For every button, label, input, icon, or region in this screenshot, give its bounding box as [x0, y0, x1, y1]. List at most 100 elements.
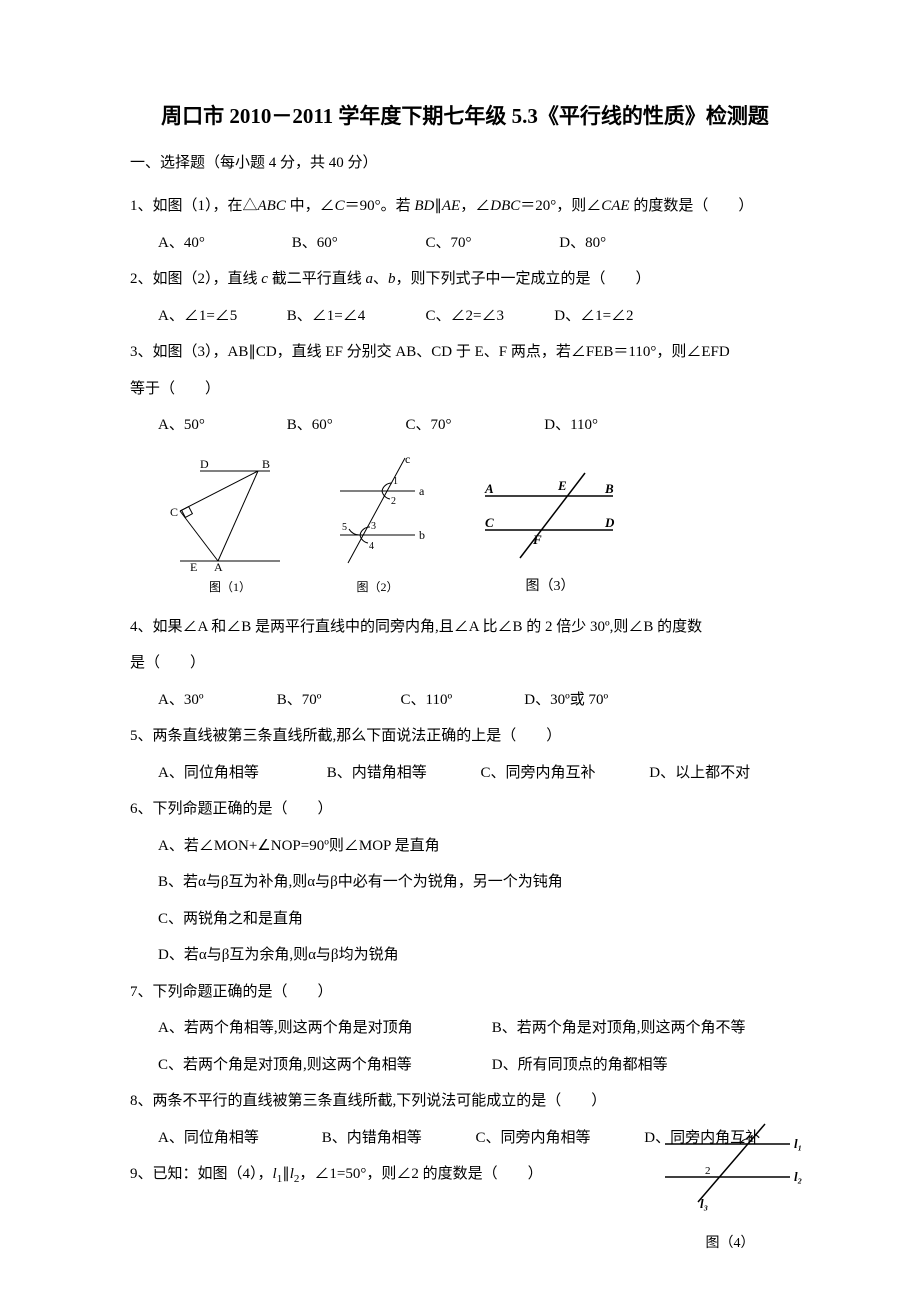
q4-optD: D、30º或 70º — [524, 683, 608, 718]
fig1-D: D — [200, 457, 209, 471]
q5-optD: D、以上都不对 — [649, 756, 750, 791]
q9-end: ，∠1=50°，则∠2 的度数是（ ） — [299, 1166, 542, 1182]
fig3-F: F — [532, 532, 542, 547]
q1-abc: ABC — [258, 198, 286, 214]
q2-optA: A、∠1=∠5 — [158, 299, 283, 334]
q2-a: a — [365, 271, 373, 287]
q7-row2: C、若两个角是对顶角,则这两个角相等 D、所有同顶点的角都相等 — [130, 1048, 800, 1083]
fig2-4: 4 — [369, 541, 374, 552]
section-header: 一、选择题（每小题 4 分，共 40 分） — [130, 150, 800, 177]
q1-cae: CAE — [601, 198, 629, 214]
q5-optC: C、同旁内角互补 — [481, 756, 646, 791]
q6-optB: B、若α与β互为补角,则α与β中必有一个为锐角，另一个为钝角 — [130, 865, 800, 900]
fig4-l1: l₁ — [794, 1136, 802, 1151]
q1-end: 的度数是（ ） — [630, 198, 754, 214]
q8-options: A、同位角相等 B、内错角相等 C、同旁内角相等 D、同旁内角互补 — [130, 1121, 800, 1156]
q4-optB: B、70º — [277, 683, 397, 718]
q2-end: ，则下列式子中一定成立的是（ ） — [395, 271, 650, 287]
q9-par: ∥ — [282, 1166, 290, 1182]
fig3-caption: 图（3） — [465, 575, 635, 595]
q1-ae: AE — [442, 198, 460, 214]
question-7: 7、下列命题正确的是（ ） — [130, 975, 800, 1010]
fig2-b: b — [419, 528, 425, 542]
question-9: 9、已知：如图（4），l1∥l2，∠1=50°，则∠2 的度数是（ ） 1 2 … — [130, 1157, 800, 1192]
fig1-C: C — [170, 505, 178, 519]
q7-optA: A、若两个角相等,则这两个角是对顶角 — [158, 1011, 488, 1046]
q1-mid1: 中，∠ — [286, 198, 335, 214]
q2-optD: D、∠1=∠2 — [554, 299, 633, 334]
q1-dbc: DBC — [490, 198, 520, 214]
fig3-D: D — [604, 515, 615, 530]
q2-pre: 2、如图（2），直线 — [130, 271, 261, 287]
fig2-caption: 图（2） — [320, 578, 435, 595]
q2-mid2: 、 — [373, 271, 388, 287]
q3-optD: D、110° — [544, 408, 598, 443]
q4-optA: A、30º — [158, 683, 273, 718]
q1-c: C — [335, 198, 345, 214]
fig3-E: E — [557, 478, 567, 493]
figures-row: D B C E A 图（1） c a b 1 2 3 4 5 图（2） — [170, 453, 800, 595]
figure-2-svg: c a b 1 2 3 4 5 — [320, 453, 435, 571]
q1-par: ∥ — [434, 198, 442, 214]
figure-1-svg: D B C E A — [170, 456, 290, 571]
figure-3-svg: A B C D E F — [465, 468, 635, 568]
q2-optC: C、∠2=∠3 — [426, 299, 551, 334]
q6-optC: C、两锐角之和是直角 — [130, 902, 800, 937]
fig1-caption: 图（1） — [170, 578, 290, 595]
question-2: 2、如图（2），直线 c 截二平行直线 a、b，则下列式子中一定成立的是（ ） — [130, 262, 800, 297]
q7-optB: B、若两个角是对顶角,则这两个角不等 — [492, 1011, 746, 1046]
q4-optC: C、110º — [401, 683, 521, 718]
q7-optD: D、所有同顶点的角都相等 — [492, 1048, 668, 1083]
q1-mid3: ，∠ — [460, 198, 490, 214]
fig2-2: 2 — [391, 496, 396, 507]
question-5: 5、两条直线被第三条直线所截,那么下面说法正确的上是（ ） — [130, 719, 800, 754]
q1-options: A、40° B、60° C、70° D、80° — [130, 226, 800, 261]
q6-optD: D、若α与β互为余角,则α与β均为锐角 — [130, 938, 800, 973]
figure-2: c a b 1 2 3 4 5 图（2） — [320, 453, 435, 595]
fig2-c: c — [405, 453, 410, 466]
q5-optB: B、内错角相等 — [327, 756, 477, 791]
q2-optB: B、∠1=∠4 — [287, 299, 422, 334]
question-4b: 是（ ） — [130, 646, 800, 681]
figure-1: D B C E A 图（1） — [170, 456, 290, 595]
q1-bd: BD — [414, 198, 434, 214]
fig2-3: 3 — [371, 521, 376, 532]
q3-options: A、50° B、60° C、70° D、110° — [130, 408, 800, 443]
fig1-A: A — [214, 560, 223, 571]
q1-mid4: ＝20°，则∠ — [520, 198, 601, 214]
q6-optA: A、若∠MON+∠NOP=90º则∠MOP 是直角 — [130, 829, 800, 864]
fig2-a: a — [419, 484, 425, 498]
question-4: 4、如果∠A 和∠B 是两平行直线中的同旁内角,且∠A 比∠B 的 2 倍少 3… — [130, 610, 800, 645]
question-6: 6、下列命题正确的是（ ） — [130, 792, 800, 827]
q1-optB: B、60° — [292, 226, 422, 261]
fig4-l3: l₃ — [700, 1196, 708, 1211]
page-title: 周口市 2010－2011 学年度下期七年级 5.3《平行线的性质》检测题 — [130, 100, 800, 130]
q1-mid2: ＝90°。若 — [345, 198, 415, 214]
question-3b: 等于（ ） — [130, 372, 800, 407]
q7-optC: C、若两个角是对顶角,则这两个角相等 — [158, 1048, 488, 1083]
q8-optD: D、同旁内角互补 — [644, 1121, 760, 1156]
q1-optC: C、70° — [426, 226, 556, 261]
q9-pre: 9、已知：如图（4）， — [130, 1166, 273, 1182]
q3-optC: C、70° — [406, 408, 541, 443]
figure-3: A B C D E F 图（3） — [465, 468, 635, 595]
fig4-caption: 图（4） — [650, 1228, 810, 1260]
fig3-A: A — [484, 481, 494, 496]
q8-optB: B、内错角相等 — [322, 1121, 472, 1156]
question-1: 1、如图（1），在△ABC 中，∠C＝90°。若 BD∥AE，∠DBC＝20°，… — [130, 189, 800, 224]
fig1-B: B — [262, 457, 270, 471]
fig4-l2: l₂ — [794, 1169, 802, 1184]
q8-optA: A、同位角相等 — [158, 1121, 318, 1156]
fig4-2: 2 — [705, 1165, 711, 1177]
fig2-1: 1 — [393, 476, 398, 487]
question-3: 3、如图（3），AB∥CD，直线 EF 分别交 AB、CD 于 E、F 两点，若… — [130, 335, 800, 370]
q5-options: A、同位角相等 B、内错角相等 C、同旁内角互补 D、以上都不对 — [130, 756, 800, 791]
q1-text: 1、如图（1），在△ — [130, 198, 258, 214]
q2-options: A、∠1=∠5 B、∠1=∠4 C、∠2=∠3 D、∠1=∠2 — [130, 299, 800, 334]
q3-optB: B、60° — [287, 408, 402, 443]
question-8: 8、两条不平行的直线被第三条直线所截,下列说法可能成立的是（ ） — [130, 1084, 800, 1119]
q1-optD: D、80° — [559, 226, 606, 261]
q7-row1: A、若两个角相等,则这两个角是对顶角 B、若两个角是对顶角,则这两个角不等 — [130, 1011, 800, 1046]
q4-options: A、30º B、70º C、110º D、30º或 70º — [130, 683, 800, 718]
q1-optA: A、40° — [158, 226, 288, 261]
